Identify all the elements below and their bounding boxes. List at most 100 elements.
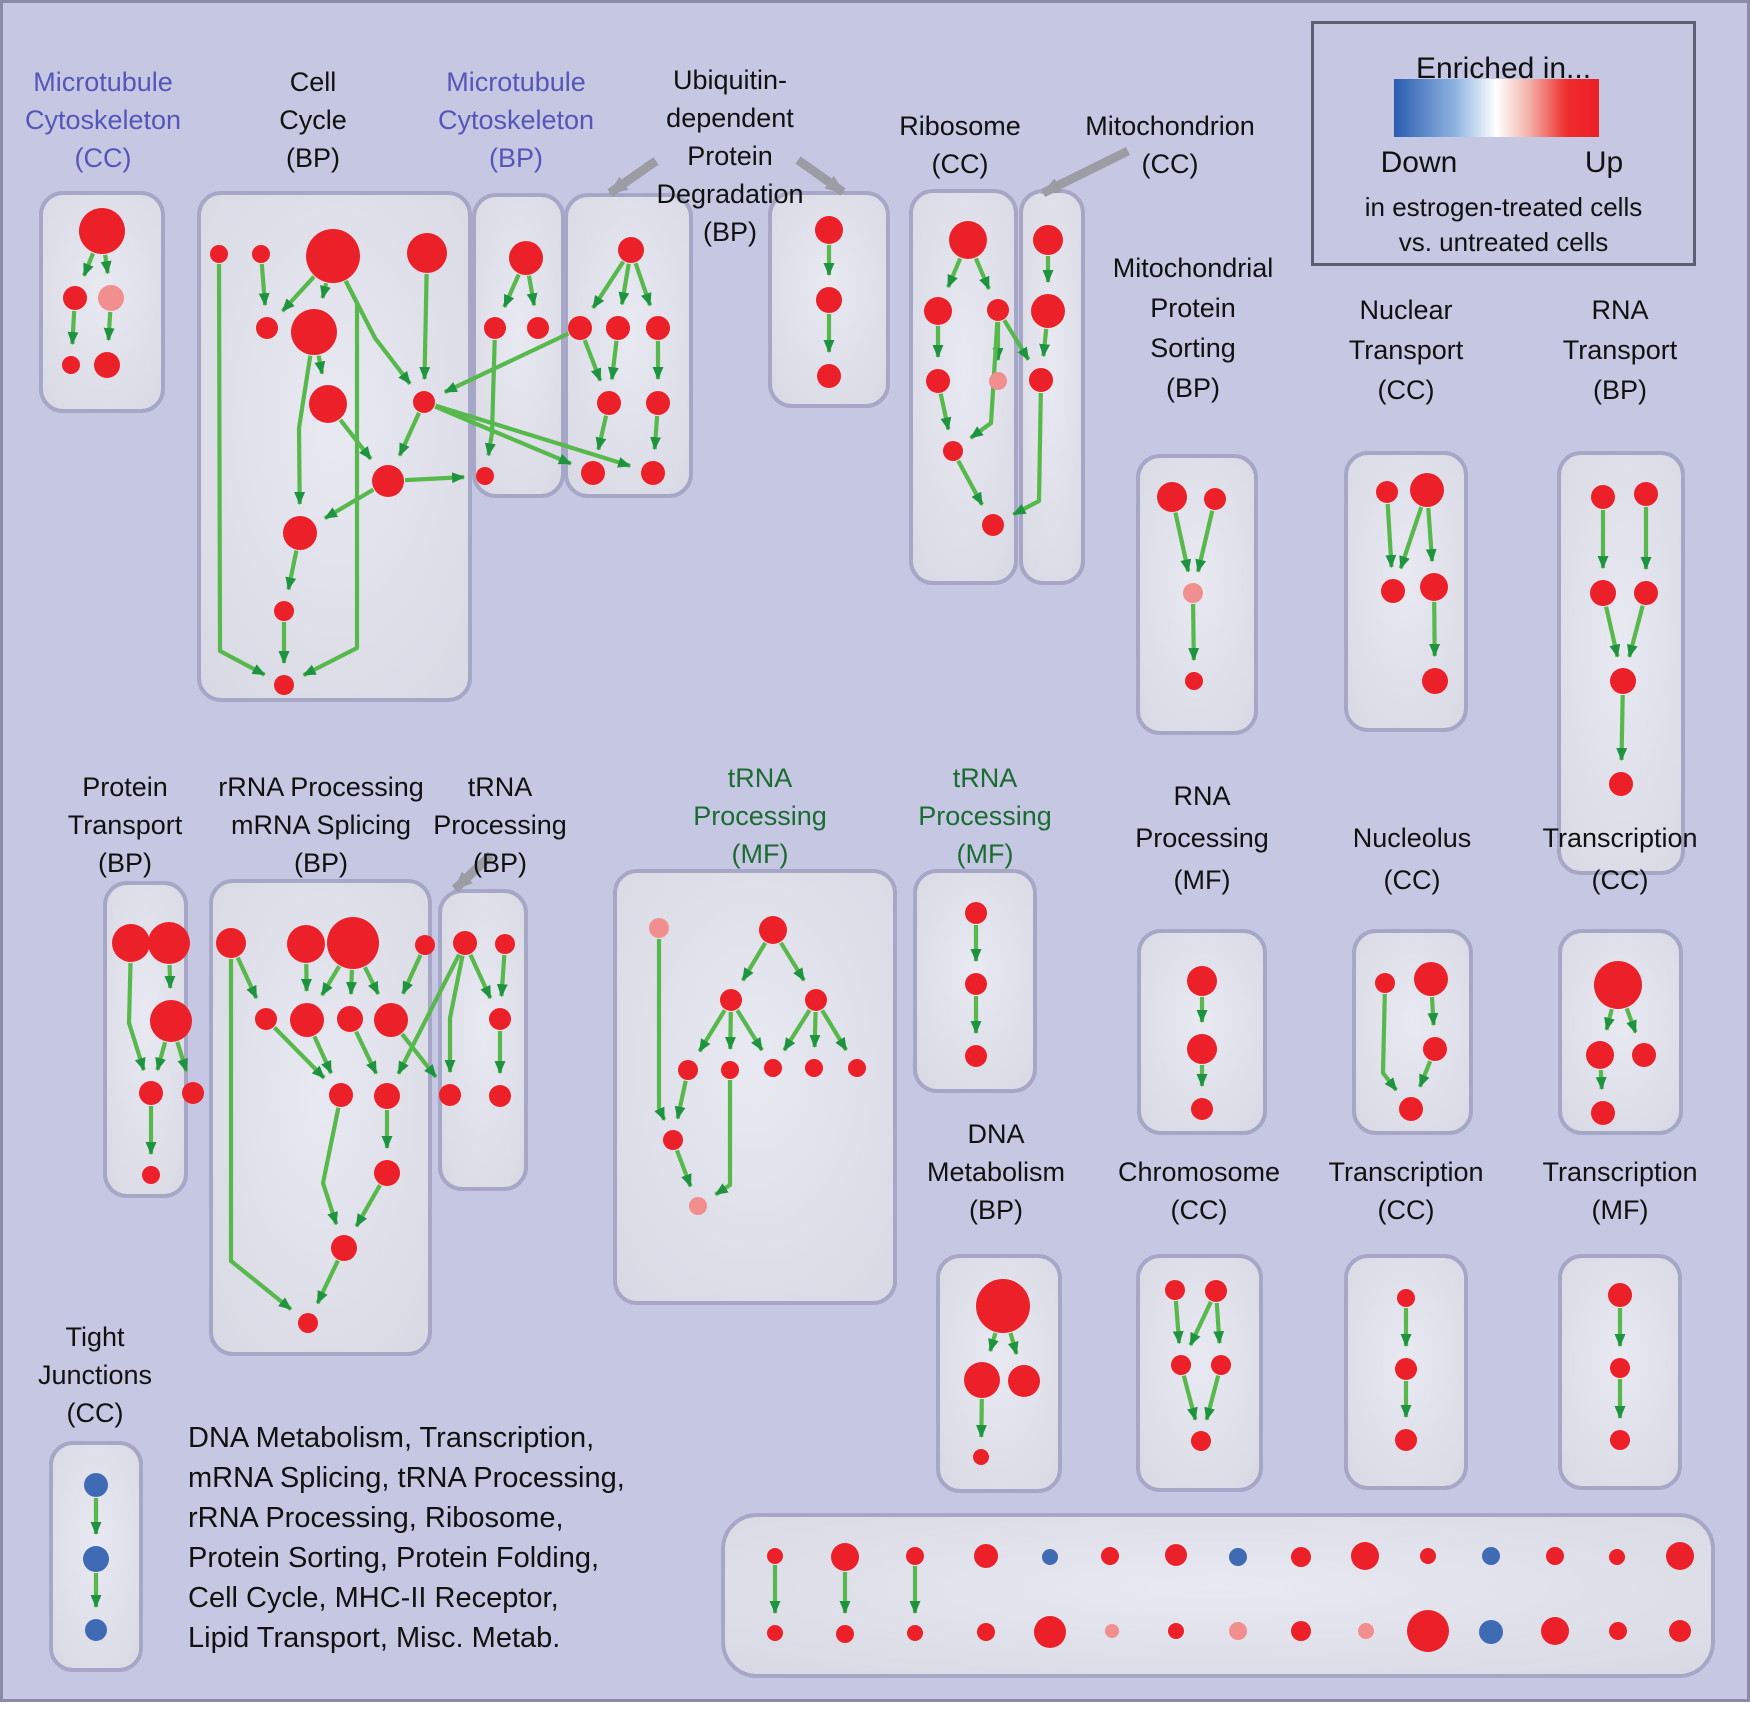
node-s_b bbox=[287, 925, 325, 963]
node-d1 bbox=[976, 1279, 1030, 1333]
node-rt2 bbox=[1634, 482, 1658, 506]
edge-ms1-ms3 bbox=[1173, 512, 1192, 573]
edge-mt2-mt_low bbox=[1039, 328, 1051, 358]
node-t3l bbox=[484, 317, 506, 339]
node-w15b bbox=[1669, 1620, 1691, 1642]
node-z2 bbox=[1610, 1358, 1630, 1378]
cluster-label-14: RNA Processing (MF) bbox=[1135, 781, 1269, 895]
edge-k_tl-k_mid bbox=[468, 953, 493, 1000]
node-w11b bbox=[1407, 1610, 1449, 1652]
cluster-label-1: Cell Cycle (BP) bbox=[279, 67, 347, 173]
edge-k_tl-k_bl bbox=[444, 955, 465, 1073]
edge-r1-r2 bbox=[946, 257, 963, 289]
legend-down-label: Down bbox=[1380, 146, 1458, 179]
node-c7 bbox=[309, 385, 347, 423]
edge-c7-c9 bbox=[338, 418, 373, 461]
edge-u_l1-u_b1 bbox=[595, 415, 609, 451]
edge-x2-x4 bbox=[1595, 1069, 1607, 1090]
node-g2 bbox=[965, 973, 987, 995]
node-w2b bbox=[836, 1625, 854, 1643]
edge-c3-c12 bbox=[302, 279, 360, 677]
edge-u_m1-c8 bbox=[443, 331, 570, 394]
box-mixed-terms bbox=[721, 1513, 1715, 1678]
node-q1 bbox=[815, 216, 843, 244]
node-n4 bbox=[1399, 1097, 1423, 1121]
edge-r4-r6 bbox=[938, 393, 952, 431]
box-ubiquitin-degradation-bp-a bbox=[564, 193, 693, 498]
node-f_r1 bbox=[678, 1060, 698, 1080]
node-nt5 bbox=[1422, 668, 1448, 694]
node-s_c bbox=[327, 917, 379, 969]
node-k_tl bbox=[453, 931, 477, 955]
node-w3b bbox=[907, 1625, 923, 1641]
node-w15t bbox=[1666, 1542, 1694, 1570]
node-tj3 bbox=[85, 1619, 107, 1641]
cluster-label-7: Nuclear Transport (CC) bbox=[1348, 295, 1464, 405]
edge-c10-c11 bbox=[285, 550, 299, 591]
node-c8 bbox=[413, 391, 435, 413]
node-x3 bbox=[1632, 1043, 1656, 1067]
node-w5t bbox=[1042, 1549, 1058, 1565]
nodes bbox=[62, 208, 1694, 1652]
edge-c8-u_b2 bbox=[434, 403, 632, 468]
node-f_b bbox=[689, 1197, 707, 1215]
cluster-label-3: Ubiquitin- dependent Protein Degradation… bbox=[656, 65, 804, 247]
node-z3 bbox=[1610, 1430, 1630, 1450]
node-c9 bbox=[372, 465, 404, 497]
node-ch2 bbox=[1205, 1280, 1227, 1302]
edge-a3-a5 bbox=[103, 311, 115, 341]
cluster-label-19: Transcription (CC) bbox=[1328, 1157, 1484, 1225]
node-s_k bbox=[374, 1160, 400, 1186]
edge-ms2-ms3 bbox=[1195, 510, 1215, 573]
node-p5 bbox=[182, 1082, 204, 1104]
node-u_t bbox=[618, 237, 644, 263]
edge-rt3-rt5 bbox=[1604, 606, 1621, 658]
node-d3 bbox=[1008, 1365, 1040, 1397]
edge-u_m2-u_l1 bbox=[607, 340, 619, 381]
node-c10 bbox=[283, 516, 317, 550]
node-w11t bbox=[1420, 1548, 1436, 1564]
node-w13b bbox=[1541, 1617, 1569, 1645]
edge-f_s-f_b bbox=[674, 1149, 693, 1188]
node-mt2 bbox=[1031, 294, 1065, 328]
edge-t3a-t3r bbox=[526, 275, 538, 307]
node-w10t bbox=[1351, 1542, 1379, 1570]
node-p1 bbox=[112, 924, 150, 962]
node-s_i bbox=[329, 1083, 353, 1107]
node-u_m2 bbox=[606, 316, 630, 340]
cluster-label-4: Ribosome (CC) bbox=[899, 111, 1021, 179]
edge-f_m1-f_r2 bbox=[724, 1011, 736, 1050]
cluster-label-9: Protein Transport (BP) bbox=[67, 772, 183, 878]
node-g1 bbox=[965, 902, 987, 924]
edge-c8-c9 bbox=[397, 412, 421, 457]
node-ms2 bbox=[1204, 488, 1226, 510]
node-ch3 bbox=[1171, 1355, 1191, 1375]
node-r4 bbox=[926, 369, 950, 393]
edge-n2-n3 bbox=[1427, 996, 1439, 1026]
box-transcription-cc-a bbox=[1558, 929, 1683, 1135]
node-y2 bbox=[1395, 1358, 1417, 1380]
edge-p2-p3 bbox=[164, 964, 176, 989]
edge-ch4-ch5 bbox=[1204, 1375, 1221, 1421]
edge-a1-a2 bbox=[82, 252, 95, 277]
network-canvas bbox=[39, 146, 1715, 1678]
annotation-arrow-1 bbox=[607, 157, 659, 197]
edge-rt5-rt6 bbox=[1616, 694, 1628, 761]
node-s_d bbox=[415, 935, 435, 955]
node-a2 bbox=[63, 286, 87, 310]
node-x4 bbox=[1591, 1101, 1615, 1125]
node-w6t bbox=[1101, 1547, 1119, 1565]
node-d2 bbox=[964, 1362, 1000, 1398]
edge-c6-c10 bbox=[294, 355, 313, 505]
annotation-arrows bbox=[451, 146, 1130, 893]
node-w13t bbox=[1546, 1547, 1564, 1565]
edge-nt2-nt3 bbox=[1398, 506, 1424, 570]
node-tj1 bbox=[84, 1473, 108, 1497]
box-trna-processing-bp bbox=[438, 889, 528, 1191]
box-chromosome-cc bbox=[1136, 1254, 1263, 1492]
edge-nt2-nt4 bbox=[1425, 507, 1437, 563]
edge-r6-r7 bbox=[956, 459, 984, 506]
node-u_b2 bbox=[641, 461, 665, 485]
box-rrna-processing-mrna-splicing-bp bbox=[209, 879, 432, 1356]
node-x1 bbox=[1594, 961, 1642, 1009]
